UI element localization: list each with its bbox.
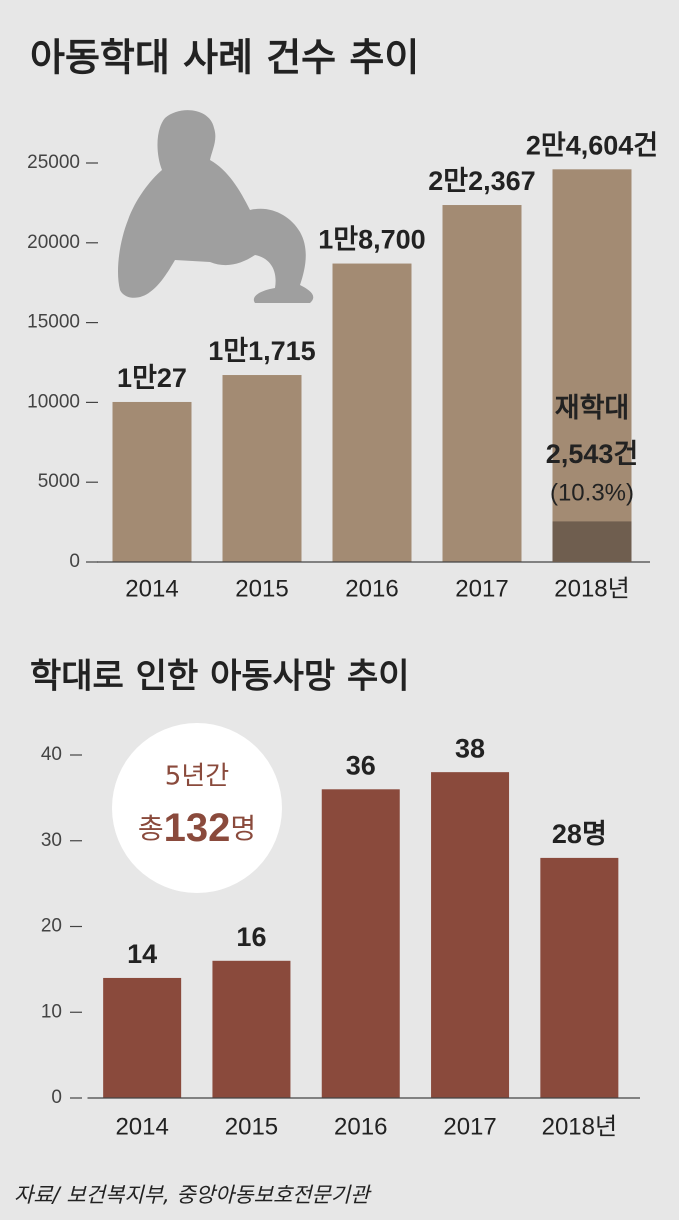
y-tick-label: 10000	[27, 391, 80, 412]
value-label: 2만2,367	[428, 166, 535, 196]
bar	[212, 960, 291, 1098]
y-tick-label: 10	[41, 1001, 62, 1022]
source: 자료/ 보건복지부, 중앙아동보호전문기관	[14, 1183, 372, 1207]
highlight-share: (10.3%)	[550, 479, 634, 506]
bar	[431, 772, 510, 1098]
bar	[552, 169, 632, 562]
callout-circle	[112, 723, 282, 893]
y-tick-label: 0	[51, 1087, 62, 1108]
callout-prefix: 총	[138, 812, 164, 845]
value-label: 14	[127, 939, 157, 969]
child-silhouette	[117, 110, 314, 304]
highlight-value: 2,543건	[546, 439, 638, 469]
y-tick-label: 5000	[38, 471, 80, 492]
value-label: 36	[346, 750, 376, 780]
value-label: 1만8,700	[318, 225, 425, 255]
value-label: 28명	[552, 819, 607, 849]
y-tick-label: 25000	[27, 152, 80, 173]
x-tick-label: 2015	[235, 575, 288, 602]
value-label: 1만27	[117, 363, 187, 393]
highlight-bar	[552, 521, 632, 562]
callout-suffix: 명	[230, 812, 256, 845]
value-label: 38	[455, 733, 485, 763]
bar	[540, 857, 619, 1098]
bar	[321, 789, 400, 1098]
bar	[442, 205, 522, 562]
bar	[103, 977, 182, 1098]
value-label: 2만4,604건	[526, 130, 658, 160]
x-tick-label: 2016	[345, 575, 398, 602]
chart-title: 아동학대 사례 건수 추이	[30, 36, 419, 80]
x-tick-label: 2018년	[554, 575, 629, 602]
y-tick-label: 0	[69, 551, 80, 572]
callout-period: 5년간	[165, 762, 229, 792]
highlight-label: 재학대	[555, 393, 630, 423]
y-tick-label: 20	[41, 916, 62, 937]
y-tick-label: 40	[41, 744, 62, 765]
callout-number: 132	[164, 806, 231, 850]
callout-total: 총132명	[138, 806, 256, 850]
x-tick-label: 2016	[334, 1113, 387, 1140]
y-tick-label: 15000	[27, 312, 80, 333]
x-tick-label: 2017	[455, 575, 508, 602]
value-label: 16	[236, 922, 266, 952]
value-label: 1만1,715	[208, 336, 315, 366]
chart-title: 학대로 인한 아동사망 추이	[30, 657, 410, 697]
x-tick-label: 2014	[115, 1113, 168, 1140]
x-tick-label: 2015	[225, 1113, 278, 1140]
bar	[222, 375, 302, 562]
x-tick-label: 2017	[443, 1113, 496, 1140]
x-tick-label: 2018년	[542, 1113, 617, 1140]
y-tick-label: 20000	[27, 232, 80, 253]
bar	[332, 263, 412, 562]
y-tick-label: 30	[41, 830, 62, 851]
bar	[112, 401, 192, 562]
x-tick-label: 2014	[125, 575, 178, 602]
